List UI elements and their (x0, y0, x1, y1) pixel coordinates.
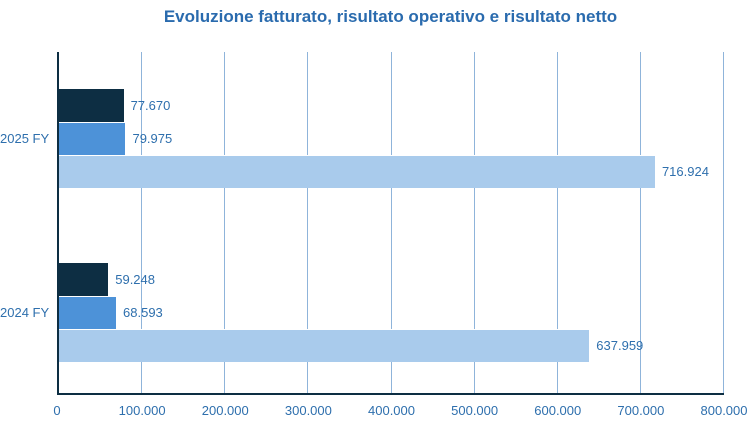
x-axis-tick-label-600-000: 600.000 (534, 403, 582, 418)
data-label-fatturato-2025-fy: 716.924 (661, 164, 709, 179)
x-axis-tick-label-500-000: 500.000 (451, 403, 499, 418)
x-axis-tick-label-300-000: 300.000 (284, 403, 332, 418)
bar-risultato-netto-2025-fy (59, 89, 124, 122)
y-axis-category-label-2025-fy: 2025 FY (0, 130, 50, 146)
bar-fatturato-2025-fy (59, 155, 655, 188)
gridline-700-000 (639, 52, 641, 393)
bar-risultato-netto-2024-fy (59, 263, 109, 296)
x-axis-tick-label-400-000: 400.000 (368, 403, 415, 418)
chart-title: Evoluzione fatturato, risultato operativ… (163, 7, 618, 26)
x-axis-tick-label-800-000: 800.000 (700, 403, 748, 418)
gridline-200-000 (224, 52, 226, 393)
x-axis-tick-label-200-000: 200.000 (201, 403, 249, 418)
data-label-risultato-operativo-2024-fy: 68.593 (123, 305, 163, 320)
data-label-risultato-operativo-2025-fy: 79.975 (132, 131, 173, 146)
bar-fatturato-2024-fy (59, 329, 590, 362)
bar-risultato-operativo-2024-fy (59, 296, 117, 329)
x-axis-tick-label-700-000: 700.000 (617, 403, 665, 418)
data-label-risultato-netto-2025-fy: 77.670 (130, 98, 171, 113)
data-label-risultato-netto-2024-fy: 59.248 (115, 272, 155, 287)
data-label-fatturato-2024-fy: 637.959 (596, 338, 644, 353)
gridline-800-000 (723, 52, 724, 393)
x-axis-tick-label-100-000: 100.000 (118, 403, 166, 418)
plot-area: 77.670 79.975 716.924 59.248 68.593 637.959 (57, 52, 724, 395)
gridline-500-000 (473, 52, 475, 393)
gridline-600-000 (556, 52, 558, 393)
y-axis-category-label-2024-fy: 2024 FY (0, 304, 50, 320)
gridline-100-000 (141, 52, 143, 393)
x-axis-tick-label-0: 0 (53, 403, 61, 418)
gridline-400-000 (390, 52, 392, 393)
bar-risultato-operativo-2025-fy (59, 122, 126, 155)
gridline-300-000 (307, 52, 309, 393)
